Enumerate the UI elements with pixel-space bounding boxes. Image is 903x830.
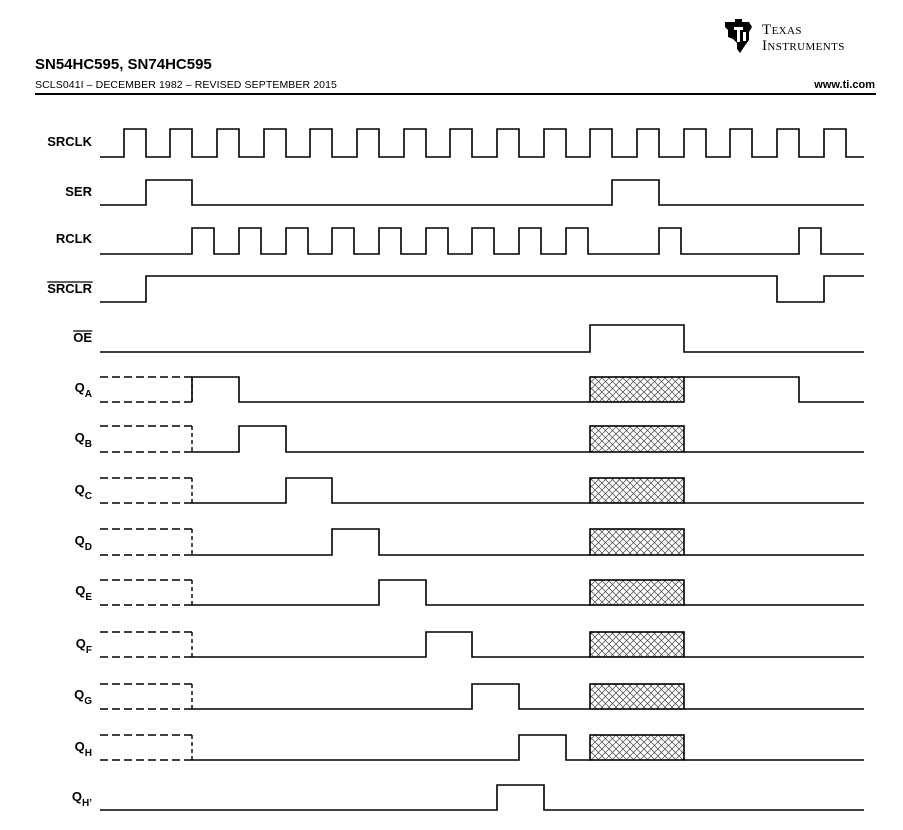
high-impedance-region-qd <box>589 528 685 556</box>
signal-name-qhp: Q <box>72 789 82 804</box>
high-impedance-region-qb <box>589 425 685 453</box>
document-code: SCLS041I – DECEMBER 1982 – REVISED SEPTE… <box>35 79 337 91</box>
header-rule <box>35 93 876 95</box>
website-link[interactable]: www.ti.com <box>814 79 875 91</box>
signal-label-qe: QE <box>75 583 92 603</box>
signal-name-srclr: SRCLR <box>47 281 92 296</box>
waveform-rclk <box>100 227 864 255</box>
signal-name-qb: Q <box>75 430 85 445</box>
waveform-qhp <box>100 784 864 811</box>
signal-subscript-qb: B <box>85 439 92 450</box>
waveform-qc <box>192 477 864 504</box>
signal-subscript-qd: D <box>85 542 92 553</box>
signal-name-oe: OE <box>73 330 92 345</box>
signal-label-qh: QH <box>75 739 92 759</box>
waveform-srclr <box>100 275 864 303</box>
waveform-qd <box>192 528 864 556</box>
signal-name-ser: SER <box>65 184 92 199</box>
signal-name-qa: Q <box>75 380 85 395</box>
signal-label-qb: QB <box>75 430 92 450</box>
signal-label-srclr: SRCLR <box>47 281 92 296</box>
logo-line-2: Instruments <box>762 38 845 54</box>
logo-line-1: Texas <box>762 22 802 38</box>
signal-label-ser: SER <box>65 184 92 199</box>
signal-name-rclk: RCLK <box>56 231 93 246</box>
high-impedance-region-qf <box>589 631 685 658</box>
signal-name-qf: Q <box>76 636 86 651</box>
waveform-srclk <box>100 128 864 158</box>
waveform-qe <box>192 579 864 606</box>
part-title: SN54HC595, SN74HC595 <box>35 56 212 73</box>
signal-label-srclk: SRCLK <box>47 134 92 149</box>
signal-name-srclk: SRCLK <box>47 134 92 149</box>
waveform-qb <box>192 425 864 453</box>
waveform-qg <box>192 683 864 710</box>
signal-label-rclk: RCLK <box>56 231 93 246</box>
signal-subscript-qf: F <box>86 645 92 656</box>
signal-label-qd: QD <box>75 533 92 553</box>
ti-logo[interactable]: Texas Instruments <box>722 16 882 58</box>
high-impedance-region-qa <box>589 376 685 403</box>
signal-label-qhp: QH’ <box>72 789 92 809</box>
signal-subscript-qa: A <box>85 389 92 400</box>
signal-name-qg: Q <box>74 687 84 702</box>
signal-subscript-qg: G <box>84 696 92 707</box>
signal-name-qd: Q <box>75 533 85 548</box>
signal-name-qh: Q <box>75 739 85 754</box>
waveform-qh <box>192 734 864 761</box>
signal-subscript-qe: E <box>85 592 92 603</box>
ti-state-logo-icon <box>725 19 752 53</box>
high-impedance-region-qc <box>589 477 685 504</box>
signal-subscript-qh: H <box>85 748 92 759</box>
waveform-qf <box>192 631 864 658</box>
signal-label-qa: QA <box>75 380 92 400</box>
signal-name-qc: Q <box>75 482 85 497</box>
waveform-qa <box>191 376 864 403</box>
signal-label-oe: OE <box>73 330 92 345</box>
signal-name-qe: Q <box>75 583 85 598</box>
waveform-ser <box>100 179 864 206</box>
signal-label-qc: QC <box>75 482 92 502</box>
signal-label-qg: QG <box>74 687 92 707</box>
waveform-oe <box>100 324 864 353</box>
high-impedance-region-qg <box>589 683 685 710</box>
signal-label-qf: QF <box>76 636 92 656</box>
signal-subscript-qc: C <box>85 491 92 502</box>
signal-subscript-qhp: H’ <box>82 798 92 809</box>
high-impedance-region-qh <box>589 734 685 761</box>
high-impedance-region-qe <box>589 579 685 606</box>
